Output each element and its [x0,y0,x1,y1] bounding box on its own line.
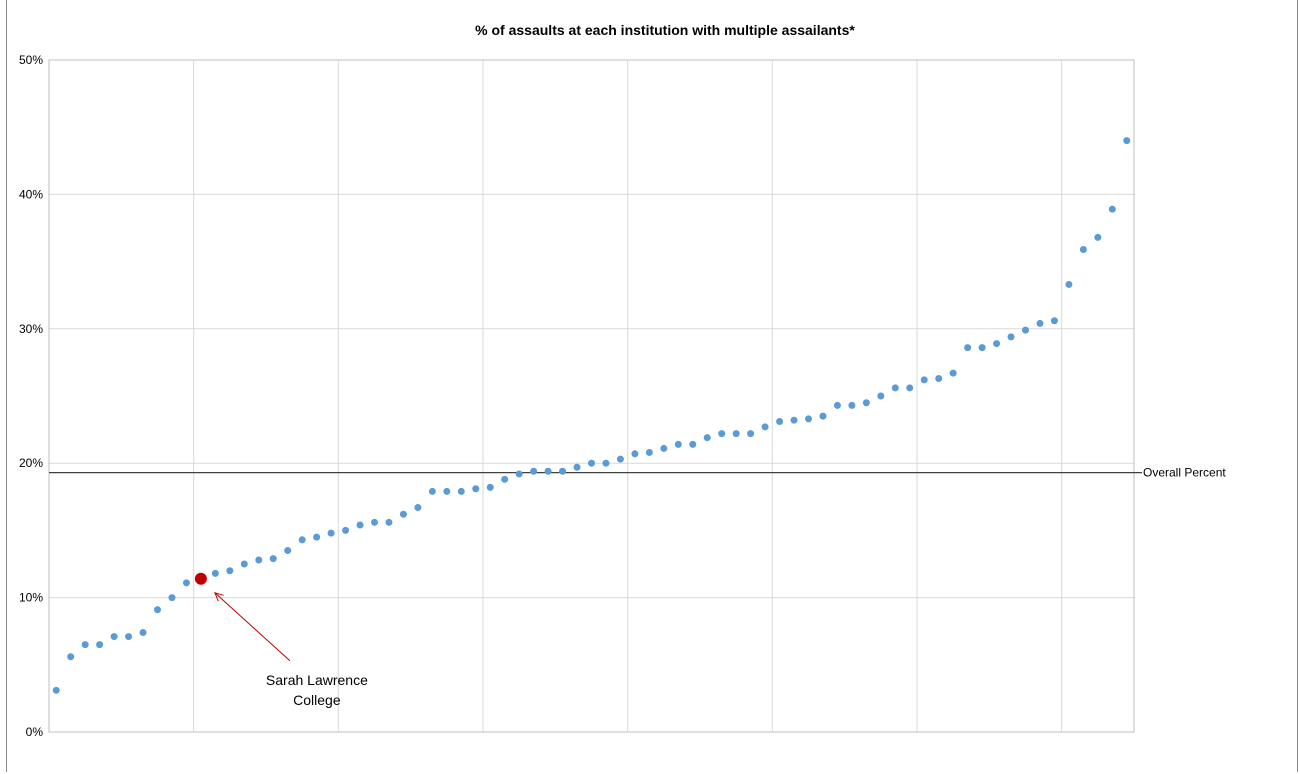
data-point [790,416,798,424]
data-point [631,450,639,458]
data-point [732,430,740,438]
data-point [645,448,653,456]
data-point [1050,317,1058,325]
data-point [935,375,943,383]
annotation-label-line-2: College [293,692,341,708]
grid-lines [49,59,1134,733]
plot-area [48,59,1135,733]
data-point [573,463,581,471]
data-point [399,510,407,518]
data-point [1079,246,1087,254]
y-tick-label: 0% [26,725,44,739]
data-point [385,518,393,526]
data-point [978,344,986,352]
data-point [67,653,75,661]
scatter-chart: % of assaults at each institution with m… [19,22,1226,739]
y-tick-label: 40% [19,187,43,201]
data-point [211,569,219,577]
data-point [313,533,321,541]
data-point [168,594,176,602]
annotation-arrow [214,592,291,662]
data-point [414,504,422,512]
data-point [602,459,610,467]
data-point [154,606,161,614]
data-point [588,459,595,467]
data-point [182,579,190,587]
data-point [805,415,812,423]
y-tick-label: 50% [19,53,43,67]
data-point [747,430,755,438]
data-point [501,475,509,483]
data-point [833,401,841,409]
data-point [689,440,697,448]
data-point [964,344,972,352]
data-point [327,529,335,537]
data-point [443,487,451,495]
y-tick-label: 10% [19,591,43,605]
data-point [371,518,378,526]
data-point [877,392,885,400]
data-point [457,487,465,495]
data-point [1007,333,1015,341]
data-points [52,137,1131,694]
data-point [530,467,538,475]
chart-frame: % of assaults at each institution with m… [6,0,1298,772]
data-point [486,483,494,491]
data-point [1036,319,1044,327]
data-point [819,412,827,420]
data-point [96,641,104,649]
data-point [226,567,234,575]
overall-percent-label: Overall Percent [1143,466,1226,480]
data-point [342,526,350,534]
data-point [284,547,292,555]
data-point [356,521,364,529]
data-point [862,399,870,407]
data-point [949,369,957,377]
data-point [1022,326,1029,334]
highlight-point [194,572,207,585]
data-point [1108,205,1116,213]
data-point [125,633,133,641]
data-point [81,641,89,649]
data-point [139,629,147,637]
data-point [920,376,928,384]
data-point [515,470,523,478]
y-tick-label: 30% [19,322,43,336]
data-point [110,633,118,641]
data-point [660,444,668,452]
data-point [906,384,914,392]
data-point [52,686,60,694]
annotation-label-line-1: Sarah Lawrence [266,672,368,688]
y-tick-labels: 0% 10% 20% 30% 40% 50% [19,53,43,739]
data-point [718,430,726,438]
data-point [891,384,899,392]
data-point [298,536,306,544]
y-tick-label: 20% [19,456,43,470]
data-point [1065,280,1073,288]
data-point [255,556,263,564]
data-point [240,560,248,568]
data-point [472,485,480,493]
chart-title: % of assaults at each institution with m… [475,22,855,38]
data-point [544,467,552,475]
data-point [1123,137,1131,145]
data-point [993,340,1001,348]
data-point [559,467,567,475]
data-point [674,440,682,448]
data-point [269,555,277,563]
data-point [761,423,769,431]
data-point [428,487,436,495]
annotation-arrowhead [214,592,224,602]
data-point [1094,233,1102,241]
data-point [616,455,624,463]
data-point [776,418,784,426]
data-point [703,434,711,442]
data-point [848,401,856,409]
